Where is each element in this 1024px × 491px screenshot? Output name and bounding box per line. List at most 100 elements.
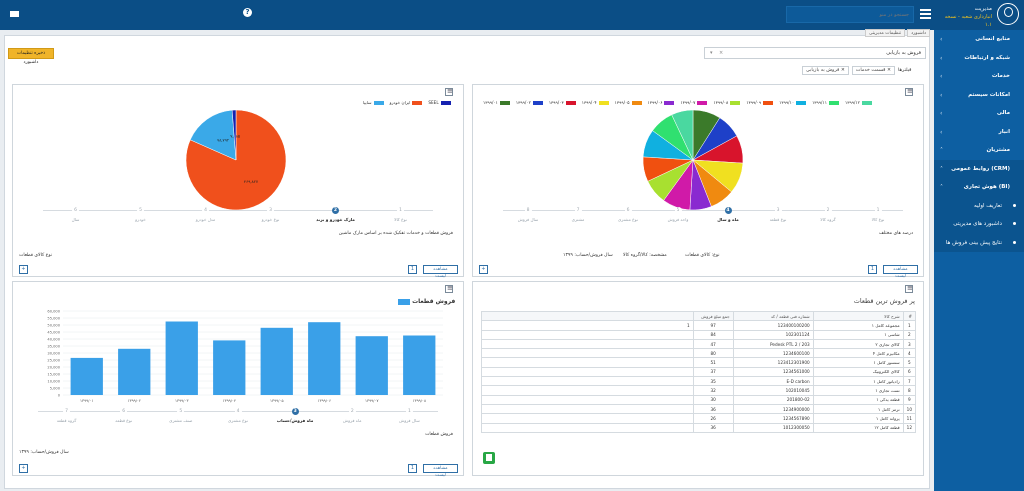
help-icon[interactable]: ? (243, 8, 252, 17)
tab-dashboard[interactable]: داشبورد (907, 29, 930, 37)
table-row[interactable]: 3 کالای تجاری ۲ Pedesk PTL 2 / 203 47 (481, 338, 917, 350)
legend-item[interactable]: ۱۳۹۹/۰۸ (713, 100, 741, 105)
stepper-step[interactable]: 3 نوع قطعه (743, 207, 813, 222)
legend-item[interactable]: ۱۳۹۹/۱۲ (845, 100, 872, 105)
sidebar-item[interactable]: تعاریف اولیه (934, 196, 1024, 215)
legend-item[interactable]: ۱۳۹۹/۰۴ (582, 100, 609, 105)
add-icon[interactable]: + (19, 265, 28, 274)
legend-item[interactable]: ۱۳۹۹/۰۷ (680, 100, 708, 105)
legend-item[interactable]: SEEL (428, 100, 451, 105)
table-row[interactable]: 6 کالای الکترونیک 1234561000 37 (481, 366, 917, 378)
panel-menu-icon[interactable] (905, 87, 913, 96)
user-avatar[interactable] (997, 3, 1019, 25)
legend-item[interactable]: ۱۳۹۹/۰۲ (516, 100, 543, 105)
search-input[interactable] (787, 7, 913, 22)
sidebar-item[interactable]: هوش تجاری (BI) ˄ (934, 178, 1024, 197)
table-row[interactable]: 7 رادیاتور کامل ۱ E-D carbon 35 (481, 376, 917, 387)
panel-num-button[interactable]: 1 (868, 265, 877, 274)
panel-num-button[interactable]: 1 (408, 464, 417, 473)
sidebar-item[interactable]: نتایج پیش بینی فروش ها (934, 233, 1024, 252)
stepper-step[interactable]: 2 مارک خودرو و برند (301, 207, 371, 222)
legend-item[interactable]: سایپا (363, 100, 384, 105)
stepper-step[interactable]: 8 سال فروش (493, 207, 563, 222)
table-row[interactable]: 8 تست تجاری ۱ 102010045 32 (481, 385, 917, 396)
column-header[interactable]: جمع مبلغ فروش (692, 310, 734, 322)
stepper-step[interactable]: 6 نوع مشتری (593, 207, 663, 222)
chevron-down-icon[interactable]: ▾ (710, 50, 713, 56)
bar[interactable] (403, 335, 436, 396)
panel-menu-icon[interactable] (445, 284, 453, 293)
stepper-step[interactable]: 2 گروه کالا (793, 207, 863, 222)
stepper-step[interactable]: 4 مدل خودرو (171, 207, 241, 222)
stepper-step[interactable]: 6 سال (41, 207, 111, 222)
sidebar-item[interactable]: مشتریان ˄ (934, 141, 1024, 160)
bar[interactable] (70, 357, 103, 395)
legend-item[interactable]: ۱۳۹۹/۰۳ (549, 100, 576, 105)
table-row[interactable]: 10 ترمز کامل ۱ 1234900000 36 (481, 403, 917, 415)
bar[interactable] (260, 327, 293, 395)
sidebar-item[interactable]: داشبورد های مدیریتی (934, 215, 1024, 234)
chip-services[interactable]: قسمت خدمات ✕ (851, 65, 896, 75)
view-list-button[interactable]: مشاهده لیست (423, 464, 458, 478)
pie-slice[interactable] (231, 109, 237, 161)
panel-menu-icon[interactable] (905, 284, 913, 293)
mail-icon[interactable] (10, 11, 19, 17)
table-row[interactable]: 2 شاسی ۱ 102301124 84 (481, 329, 917, 340)
bar[interactable] (165, 321, 198, 396)
view-list-button[interactable]: مشاهده لیست (883, 265, 918, 279)
legend-item[interactable]: ایران خودرو (390, 100, 423, 105)
stepper-step[interactable]: 4 نوع مشتری (203, 408, 273, 423)
stepper-step[interactable]: 3 ماه فروش/حساب (260, 408, 330, 423)
sidebar-item[interactable]: خدمات ‹ (934, 67, 1024, 86)
save-dashboard-button[interactable]: ذخیره تنظیمات داشبورد (8, 48, 54, 65)
bar[interactable] (213, 340, 246, 395)
legend-item[interactable]: ۱۳۹۹/۰۶ (648, 100, 675, 105)
bar[interactable] (355, 336, 388, 395)
tab-manager-settings[interactable]: تنظیمات مدیریتی (864, 29, 906, 37)
excel-export-icon[interactable] (483, 452, 495, 464)
table-row[interactable]: 4 مکانیزم کامل ۴ 1234600100 80 (481, 348, 917, 359)
legend-item[interactable]: ۱۳۹۹/۰۱ (483, 100, 510, 105)
column-header[interactable]: شرح کالا (812, 310, 904, 322)
clear-icon[interactable]: × (719, 50, 724, 56)
stepper-step[interactable]: 2 ماه فروش (317, 408, 387, 423)
sidebar-item[interactable]: منابع انسانی ‹ (934, 30, 1024, 49)
panel-num-button[interactable]: 1 (408, 265, 417, 274)
stepper-step[interactable]: 5 واحد فروش (643, 207, 713, 222)
view-list-button[interactable]: مشاهده لیست (423, 265, 458, 279)
column-header[interactable]: # (902, 310, 917, 322)
column-header[interactable]: شماره فنی قطعه / کد (732, 310, 814, 322)
filter-select[interactable]: فروش به بازیابی × ▾ (704, 47, 926, 59)
chip-sales[interactable]: فروش به بازیابی ✕ (802, 65, 849, 75)
table-row[interactable]: 9 قطعه یدکی ۱ 201800-02 30 (481, 394, 917, 405)
stepper-step[interactable]: 4 ماه و سال (693, 207, 763, 222)
table-row[interactable]: 1 مجموعه کامل ۱ 123400100200 97 1 (481, 320, 917, 331)
stepper-step[interactable]: 3 نوع خودرو (236, 207, 306, 222)
add-icon[interactable]: + (479, 265, 488, 274)
stepper-step[interactable]: 5 خودرو (106, 207, 176, 222)
search-box[interactable] (786, 6, 914, 23)
pie-slice[interactable] (671, 109, 694, 161)
sidebar-item[interactable]: مالی ‹ (934, 104, 1024, 123)
stepper-step[interactable]: 1 نوع کالا (366, 207, 436, 222)
pie-slice[interactable] (189, 109, 237, 161)
stepper-step[interactable]: 1 سال فروش (374, 408, 444, 423)
sidebar-item[interactable]: امکانات سیستم ‹ (934, 86, 1024, 105)
stepper-step[interactable]: 5 صنف مشتری (146, 408, 216, 423)
sidebar-item[interactable]: انبار ‹ (934, 123, 1024, 142)
legend-item[interactable]: ۱۳۹۹/۱۰ (779, 100, 807, 105)
stepper-step[interactable]: 7 مشتری (543, 207, 613, 222)
sidebar-item[interactable]: روابط عمومی (CRM) ˄ (934, 159, 1024, 178)
add-icon[interactable]: + (19, 464, 28, 473)
table-row[interactable]: 12 قطعه کامل ۱۲ 1012300050 36 (481, 422, 917, 433)
panel-menu-icon[interactable] (445, 87, 453, 96)
stepper-step[interactable]: 6 نوع قطعه (89, 408, 159, 423)
legend-item[interactable]: ۱۳۹۹/۰۹ (746, 100, 774, 105)
bar[interactable] (118, 348, 151, 395)
table-row[interactable]: 11 پروانه کامل ۱ 1234567890 26 (481, 413, 917, 424)
bar[interactable] (308, 322, 341, 395)
sidebar-item[interactable]: شبکه و ارتباطات ‹ (934, 49, 1024, 68)
table-row[interactable]: 5 سنسور کامل ۱ 123412301900 51 (481, 357, 917, 368)
stepper-step[interactable]: 7 گروه قطعه (32, 408, 102, 423)
legend-item[interactable]: ۱۳۹۹/۰۵ (615, 100, 642, 105)
